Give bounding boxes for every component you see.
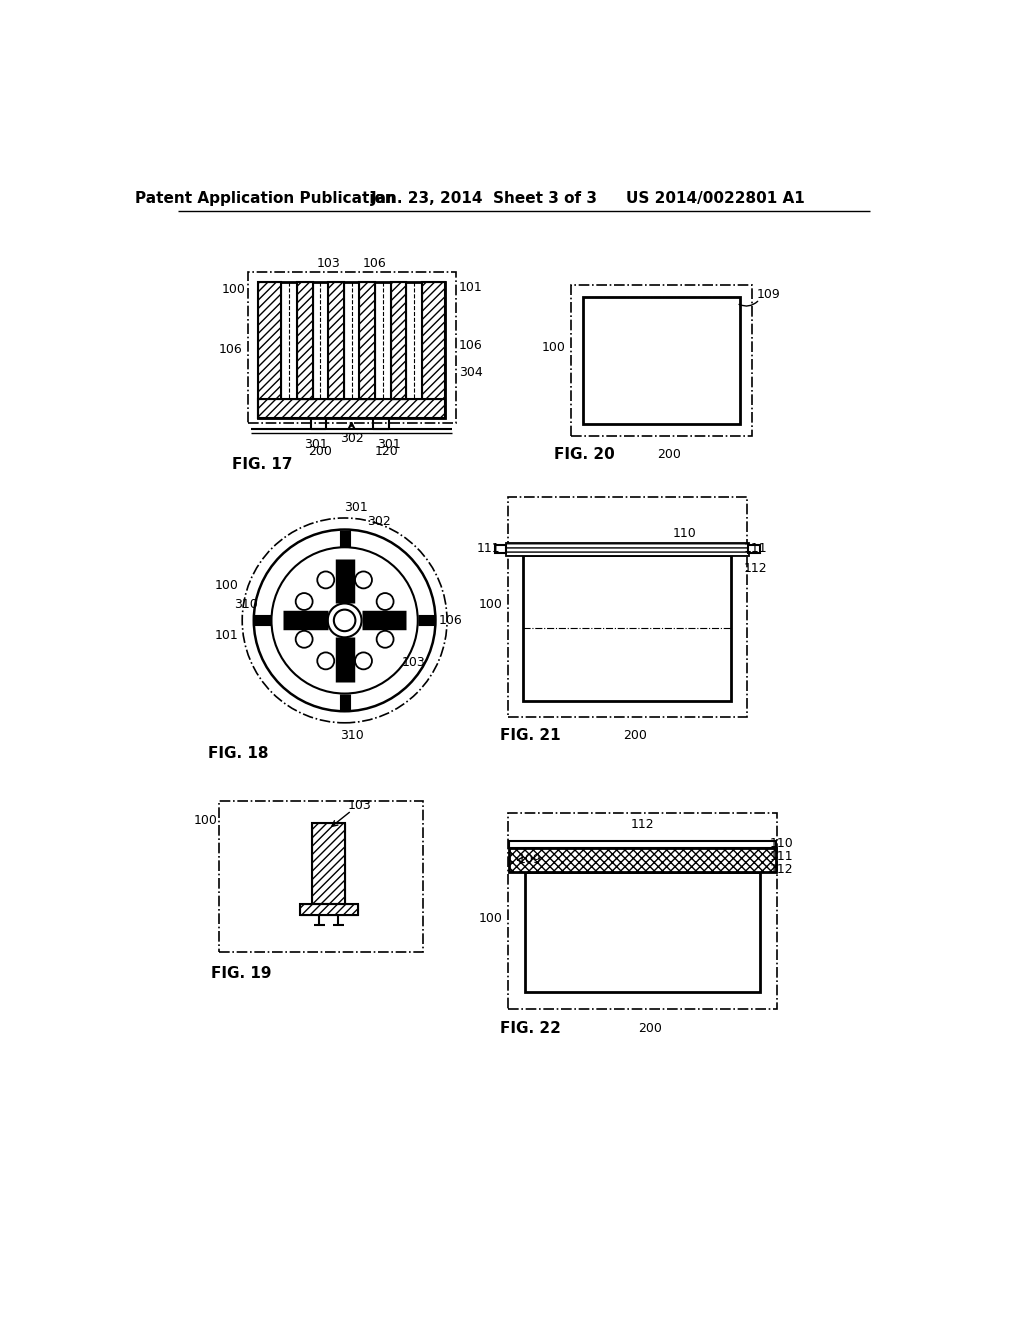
Bar — [329, 281, 344, 399]
Bar — [312, 822, 345, 904]
Bar — [509, 847, 776, 873]
Text: FIG. 20: FIG. 20 — [554, 447, 614, 462]
Text: Patent Application Publication: Patent Application Publication — [135, 191, 395, 206]
Bar — [359, 281, 375, 399]
Bar — [297, 281, 312, 399]
Bar — [300, 904, 357, 915]
Text: 100: 100 — [479, 912, 503, 925]
Text: FIG. 22: FIG. 22 — [500, 1020, 561, 1036]
Text: 111: 111 — [770, 850, 794, 862]
Text: 200: 200 — [308, 445, 332, 458]
Circle shape — [317, 652, 334, 669]
Text: 109: 109 — [757, 288, 780, 301]
Text: 101: 101 — [459, 281, 482, 294]
Bar — [508, 498, 746, 717]
Bar — [495, 545, 506, 553]
Text: 301: 301 — [304, 437, 328, 450]
Bar — [749, 545, 760, 553]
Bar — [422, 281, 444, 418]
Bar — [508, 813, 777, 1010]
Text: 101: 101 — [215, 630, 239, 643]
Text: 106: 106 — [439, 614, 463, 627]
Bar — [571, 285, 752, 436]
Text: 200: 200 — [656, 449, 681, 462]
Bar — [390, 281, 406, 399]
Text: FIG. 18: FIG. 18 — [208, 746, 268, 762]
Bar — [523, 554, 731, 701]
Bar — [297, 281, 312, 399]
Bar — [506, 543, 749, 554]
Text: 302: 302 — [340, 432, 364, 445]
Text: 310: 310 — [340, 730, 365, 742]
Text: 112: 112 — [744, 562, 768, 576]
Text: Jan. 23, 2014  Sheet 3 of 3: Jan. 23, 2014 Sheet 3 of 3 — [372, 191, 598, 206]
Bar — [422, 281, 444, 418]
Circle shape — [296, 593, 312, 610]
Bar — [300, 904, 357, 915]
Bar — [583, 297, 740, 424]
Text: 100: 100 — [215, 579, 239, 593]
Circle shape — [334, 610, 355, 631]
Text: 301: 301 — [377, 437, 400, 450]
Circle shape — [254, 529, 435, 711]
Bar — [248, 272, 456, 422]
Text: 100: 100 — [194, 814, 217, 828]
Text: FIG. 17: FIG. 17 — [232, 457, 293, 471]
Text: FIG. 19: FIG. 19 — [211, 965, 272, 981]
Text: 120: 120 — [375, 445, 398, 458]
Bar — [506, 543, 749, 554]
Bar — [219, 801, 423, 952]
Text: 110: 110 — [770, 837, 794, 850]
Text: 106: 106 — [459, 339, 482, 352]
Circle shape — [377, 593, 393, 610]
Text: 111: 111 — [477, 543, 501, 556]
Circle shape — [328, 603, 361, 638]
Bar — [329, 281, 344, 399]
Circle shape — [296, 631, 312, 648]
Text: 111: 111 — [744, 543, 768, 556]
Text: 106: 106 — [362, 256, 386, 269]
Bar — [524, 873, 761, 993]
Text: 103: 103 — [347, 799, 371, 812]
Bar — [390, 281, 406, 399]
Text: 302: 302 — [368, 515, 391, 528]
Text: 100: 100 — [479, 598, 503, 611]
Text: US 2014/0022801 A1: US 2014/0022801 A1 — [627, 191, 805, 206]
Text: 100: 100 — [542, 341, 566, 354]
Text: 106: 106 — [219, 343, 243, 356]
Circle shape — [355, 652, 372, 669]
Bar — [258, 281, 282, 418]
Text: 112: 112 — [770, 862, 794, 875]
Text: 103: 103 — [316, 256, 340, 269]
Text: 110: 110 — [673, 527, 697, 540]
Text: FIG. 21: FIG. 21 — [500, 729, 561, 743]
Circle shape — [271, 548, 418, 693]
Circle shape — [317, 572, 334, 589]
Circle shape — [377, 631, 393, 648]
Text: 109: 109 — [517, 853, 542, 866]
Text: 100: 100 — [222, 282, 246, 296]
Bar — [258, 281, 444, 418]
Text: 200: 200 — [623, 730, 647, 742]
Text: 112: 112 — [631, 818, 654, 832]
Text: 301: 301 — [344, 502, 368, 515]
Text: 103: 103 — [402, 656, 426, 669]
Bar — [258, 399, 444, 418]
Bar — [359, 281, 375, 399]
Text: 304: 304 — [459, 366, 482, 379]
Circle shape — [355, 572, 372, 589]
Text: 310: 310 — [234, 598, 258, 611]
Text: 200: 200 — [638, 1022, 663, 1035]
Bar — [258, 281, 282, 418]
Bar — [509, 847, 776, 873]
Bar — [509, 841, 776, 847]
Bar — [312, 822, 345, 904]
Bar — [258, 399, 444, 418]
